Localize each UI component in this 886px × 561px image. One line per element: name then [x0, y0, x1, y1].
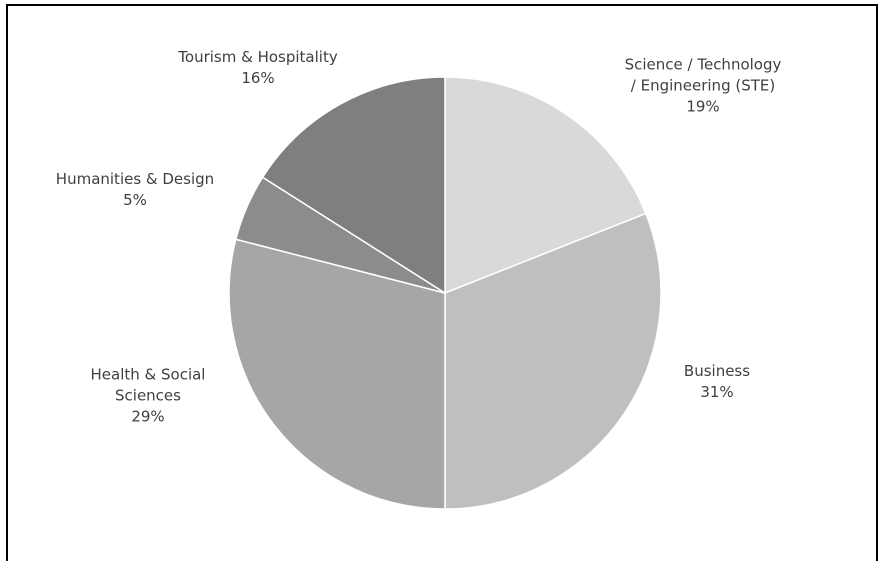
- slice-category-label-2: Health & Social: [91, 366, 206, 384]
- pie-slice-1: [444, 212, 662, 510]
- pie-slice-0: [444, 76, 647, 295]
- slice-percent-label-2: 29%: [131, 408, 164, 426]
- chart-frame: [6, 4, 878, 561]
- slice-category-label-0: Science / Technology: [625, 56, 782, 74]
- slice-category-label-2: Sciences: [115, 387, 181, 405]
- slice-percent-label-0: 19%: [686, 98, 719, 116]
- pie-slices: [228, 76, 662, 510]
- slice-category-label-1: Business: [684, 362, 750, 380]
- slice-percent-label-4: 16%: [241, 69, 274, 87]
- slice-category-label-4: Tourism & Hospitality: [177, 48, 338, 66]
- pie-slice-2: [228, 238, 446, 510]
- slice-category-label-0: / Engineering (STE): [631, 77, 775, 95]
- slice-category-label-3: Humanities & Design: [56, 170, 214, 188]
- slice-percent-label-1: 31%: [700, 383, 733, 401]
- slice-percent-label-3: 5%: [123, 191, 147, 209]
- pie-slice-4: [261, 76, 446, 295]
- pie-labels: Science / Technology / Engineering (STE) 1…: [56, 48, 782, 426]
